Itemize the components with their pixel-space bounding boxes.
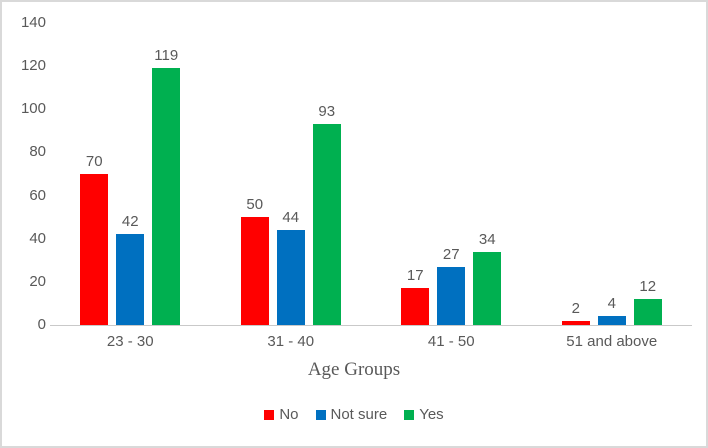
x-category-label: 31 - 40 bbox=[267, 333, 315, 350]
bar-wrap: 93 bbox=[312, 23, 341, 325]
bar bbox=[633, 299, 662, 325]
legend-label: No bbox=[279, 406, 299, 423]
bar-wrap: 34 bbox=[473, 23, 502, 325]
bar-wrap: 12 bbox=[633, 23, 662, 325]
bar-value-label: 12 bbox=[639, 278, 657, 296]
bar bbox=[473, 251, 502, 325]
bar bbox=[116, 234, 145, 325]
legend-item: Yes bbox=[404, 406, 444, 423]
legend: No Not sure Yes bbox=[2, 406, 706, 423]
legend-swatch bbox=[315, 409, 326, 420]
bar bbox=[80, 174, 109, 325]
y-tick-label: 60 bbox=[29, 186, 46, 204]
x-category-label: 51 and above bbox=[566, 333, 658, 350]
y-tick-label: 20 bbox=[29, 272, 46, 290]
legend-swatch bbox=[404, 409, 415, 420]
bar bbox=[152, 68, 181, 325]
bar-wrap: 4 bbox=[597, 23, 626, 325]
y-tick-label: 120 bbox=[20, 57, 46, 75]
y-tick-label: 100 bbox=[20, 100, 46, 118]
x-axis-labels: 23 - 30 31 - 40 41 - 50 51 and above bbox=[50, 333, 692, 350]
bar bbox=[312, 124, 341, 325]
bar-value-label: 70 bbox=[85, 153, 103, 170]
bar-value-label: 42 bbox=[121, 213, 139, 231]
bar bbox=[276, 230, 305, 325]
bar-group: 2 4 12 bbox=[561, 23, 662, 325]
bar-wrap: 17 bbox=[401, 23, 430, 325]
bar-value-label: 50 bbox=[246, 196, 264, 214]
bar-wrap: 44 bbox=[276, 23, 305, 325]
bar-wrap: 27 bbox=[437, 23, 466, 325]
bar-value-label: 27 bbox=[442, 245, 460, 263]
y-tick-label: 80 bbox=[29, 143, 46, 161]
bar-value-label: 4 bbox=[607, 295, 616, 313]
bar-value-label: 119 bbox=[154, 47, 179, 65]
bar-wrap: 2 bbox=[561, 23, 590, 325]
bar bbox=[597, 316, 626, 325]
bar bbox=[561, 320, 590, 325]
legend-label: Yes bbox=[419, 406, 444, 423]
bar bbox=[240, 217, 269, 325]
x-axis-title: Age Groups bbox=[307, 359, 401, 380]
y-tick-label: 140 bbox=[20, 14, 46, 31]
bar-wrap: 70 bbox=[80, 23, 109, 325]
bar-value-label: 34 bbox=[478, 230, 496, 248]
bar-group: 17 27 34 bbox=[401, 23, 502, 325]
bar-value-label: 93 bbox=[318, 103, 336, 121]
bar-wrap: 50 bbox=[240, 23, 269, 325]
plot-area: 70 42 119 50 44 93 17 27 34 2 4 12 bbox=[50, 23, 692, 326]
chart-area: 0 20 40 60 80 100 120 140 70 42 119 50 44 93 17 27 34 2 4… bbox=[2, 14, 706, 333]
bar bbox=[401, 288, 430, 325]
bar-wrap: 42 bbox=[116, 23, 145, 325]
legend-swatch bbox=[264, 409, 275, 420]
x-category-label: 41 - 50 bbox=[427, 333, 475, 350]
y-tick-label: 40 bbox=[29, 229, 46, 247]
legend-label: Not sure bbox=[330, 406, 388, 423]
bar-value-label: 2 bbox=[571, 299, 580, 317]
bar-wrap: 119 bbox=[152, 23, 181, 325]
bar bbox=[437, 266, 466, 325]
bar-value-label: 17 bbox=[406, 267, 424, 285]
y-axis: 0 20 40 60 80 100 120 140 bbox=[2, 14, 50, 333]
x-category-label: 23 - 30 bbox=[106, 333, 154, 350]
bar-value-label: 44 bbox=[282, 209, 300, 227]
legend-item: Not sure bbox=[315, 406, 388, 423]
bar-group: 50 44 93 bbox=[240, 23, 341, 325]
legend-item: No bbox=[264, 406, 299, 423]
y-tick-label: 0 bbox=[37, 316, 46, 333]
bar-group: 70 42 119 bbox=[80, 23, 181, 325]
